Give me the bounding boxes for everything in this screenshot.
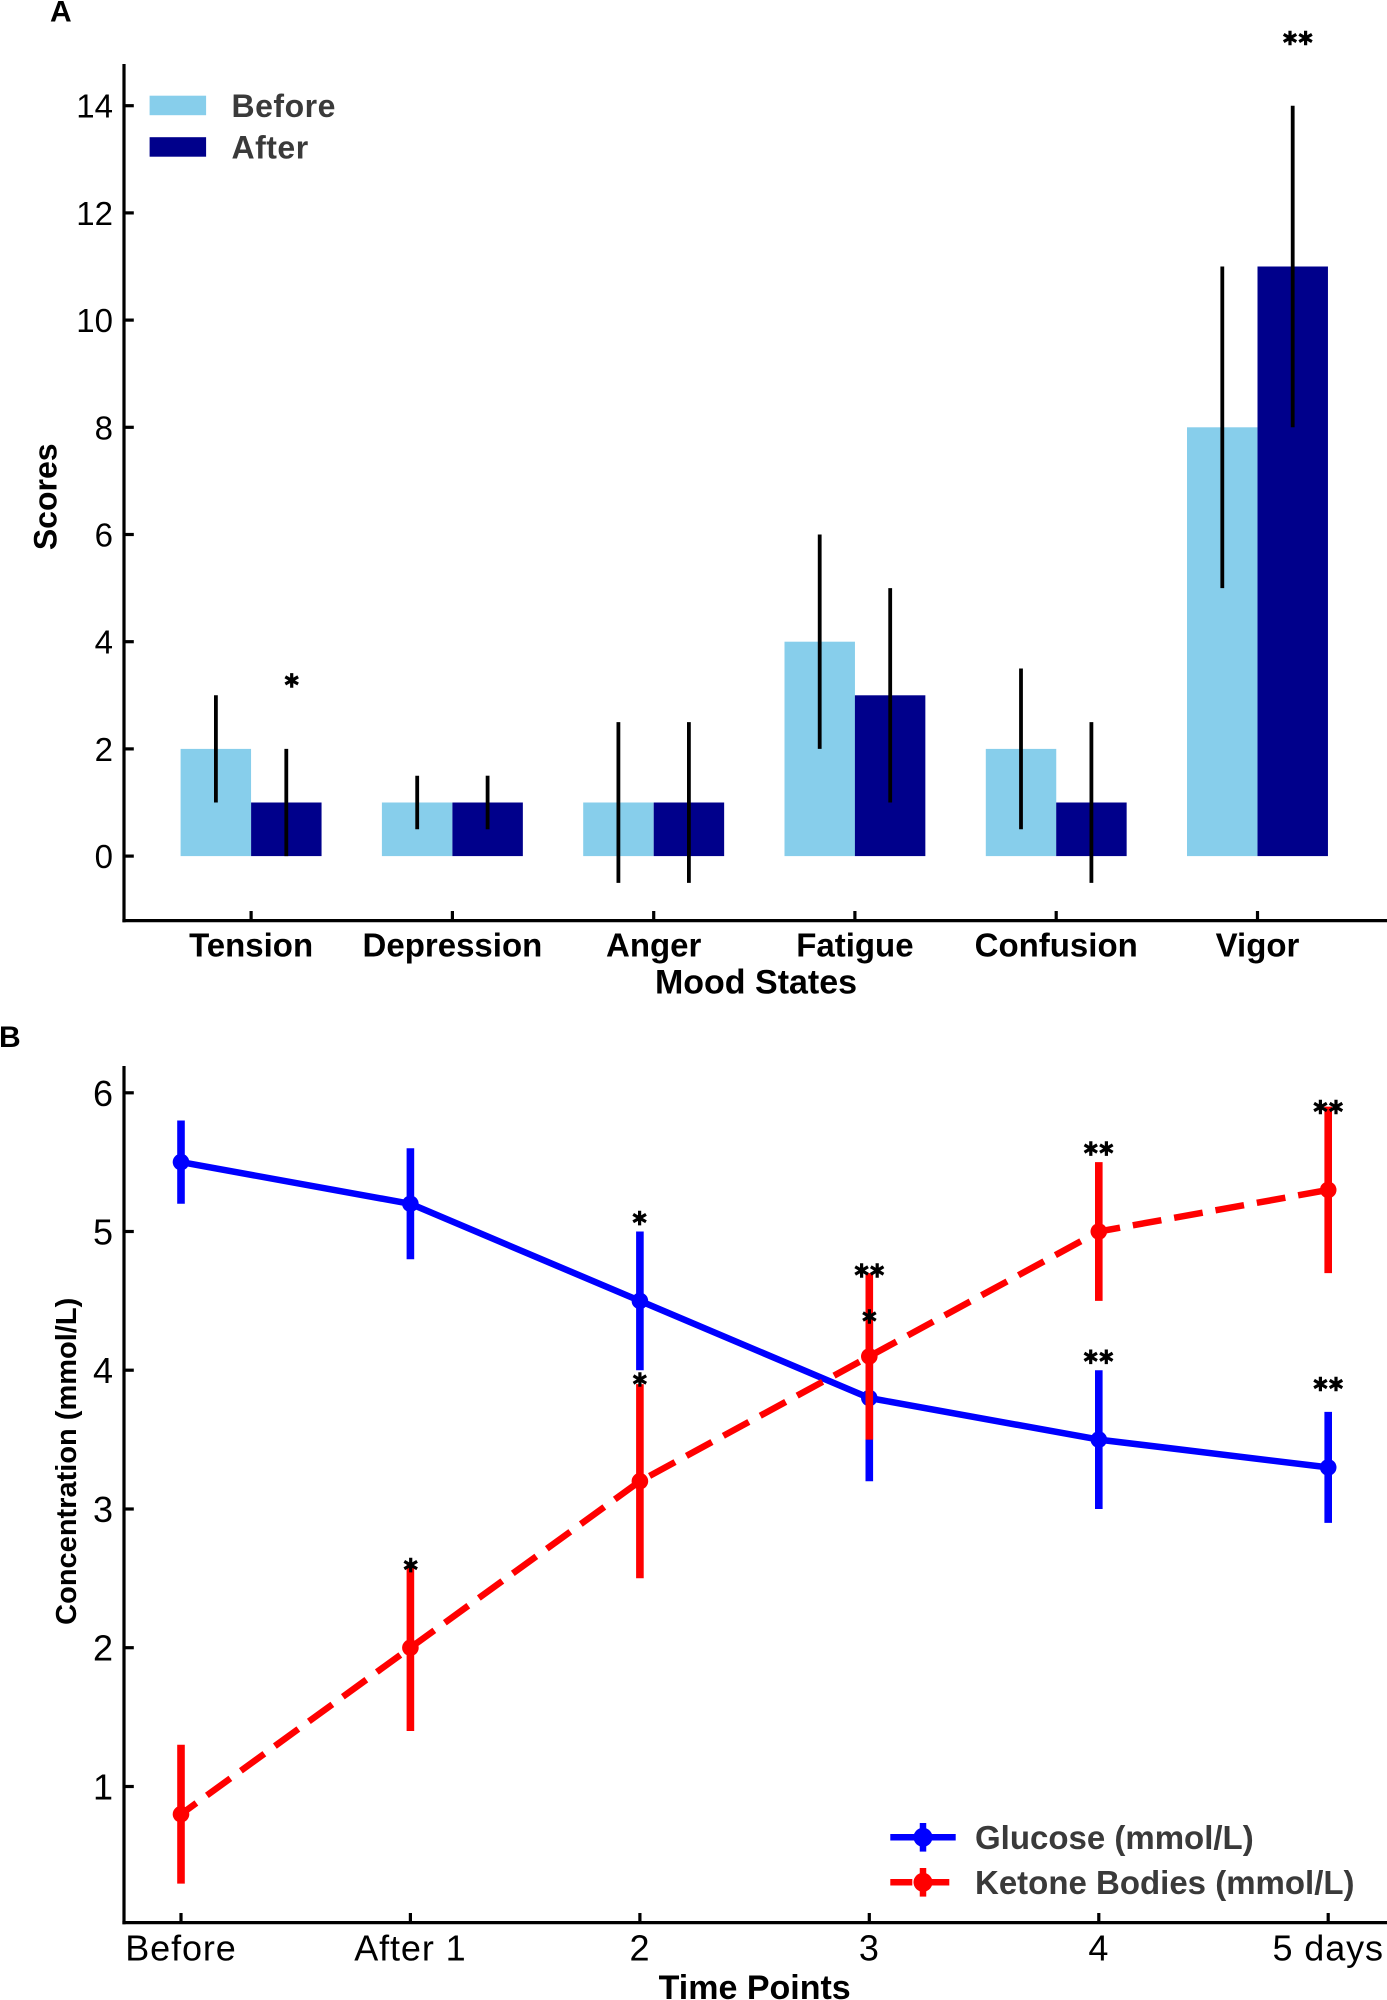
svg-text:2: 2 xyxy=(95,731,113,768)
svg-text:Mood States: Mood States xyxy=(655,964,857,1002)
svg-text:2: 2 xyxy=(93,1628,113,1669)
svg-text:0: 0 xyxy=(95,838,113,875)
svg-text:Confusion: Confusion xyxy=(975,927,1138,964)
svg-text:4: 4 xyxy=(95,624,113,661)
svg-text:6: 6 xyxy=(95,517,113,554)
svg-text:Ketone Bodies (mmol/L): Ketone Bodies (mmol/L) xyxy=(975,1864,1355,1901)
svg-text:5 days: 5 days xyxy=(1272,1928,1383,1969)
svg-text:3: 3 xyxy=(93,1489,113,1530)
svg-text:6: 6 xyxy=(93,1073,113,1114)
svg-text:B: B xyxy=(0,1021,21,1054)
svg-text:4: 4 xyxy=(93,1350,113,1391)
svg-text:10: 10 xyxy=(76,302,113,339)
svg-text:A: A xyxy=(50,0,72,29)
svg-text:After: After xyxy=(232,130,309,166)
svg-text:12: 12 xyxy=(76,195,113,232)
svg-text:Vigor: Vigor xyxy=(1216,927,1300,964)
svg-text:4: 4 xyxy=(1088,1928,1109,1969)
svg-text:3: 3 xyxy=(859,1928,880,1969)
svg-text:14: 14 xyxy=(76,88,113,125)
svg-text:Anger: Anger xyxy=(606,927,702,964)
svg-text:5: 5 xyxy=(93,1212,113,1253)
svg-text:Before: Before xyxy=(232,88,336,124)
svg-text:Time Points: Time Points xyxy=(659,1969,851,2000)
svg-text:2: 2 xyxy=(629,1928,650,1969)
svg-text:1: 1 xyxy=(93,1767,113,1808)
svg-text:Before: Before xyxy=(125,1928,236,1969)
svg-text:Tension: Tension xyxy=(189,927,313,964)
svg-text:After 1: After 1 xyxy=(354,1928,466,1969)
svg-text:Depression: Depression xyxy=(363,927,543,964)
svg-text:Scores: Scores xyxy=(28,443,64,550)
svg-text:Concentration (mmol/L): Concentration (mmol/L) xyxy=(51,1298,83,1625)
svg-text:Fatigue: Fatigue xyxy=(796,927,913,964)
svg-text:8: 8 xyxy=(95,409,113,446)
svg-text:Glucose (mmol/L): Glucose (mmol/L) xyxy=(975,1819,1254,1856)
